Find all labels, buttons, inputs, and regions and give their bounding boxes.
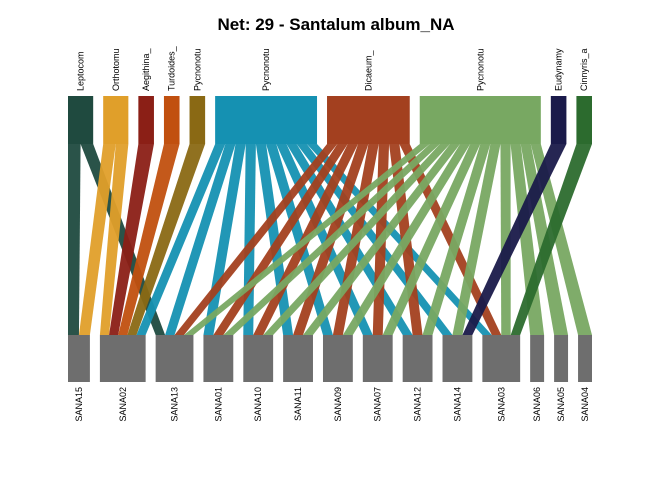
higher-box-4 [189, 96, 206, 144]
lower-box-SANA05 [554, 335, 569, 382]
link-5-SANA13 [165, 144, 236, 335]
lower-box-SANA01 [203, 335, 234, 382]
higher-box-6 [327, 96, 410, 144]
higher-box-5 [215, 96, 318, 144]
link-7-SANA14 [452, 144, 501, 335]
lower-level-boxes: SANA15 SANA02 SANA13 SANA01 SANA10 SANA11 SANA… [68, 335, 592, 422]
lower-label-SANA06: SANA06 [532, 387, 542, 422]
lower-label-SANA15: SANA15 [74, 387, 84, 422]
interaction-links [68, 144, 592, 335]
higher-box-3 [163, 96, 180, 144]
lower-label-SANA05: SANA05 [556, 387, 566, 422]
lower-label-SANA12: SANA12 [413, 387, 423, 422]
lower-box-SANA15 [68, 335, 90, 382]
lower-box-SANA13 [155, 335, 194, 382]
lower-box-SANA14 [442, 335, 473, 382]
higher-label-1: Orthotomu [111, 48, 121, 91]
lower-box-SANA03 [482, 335, 521, 382]
link-5-SANA02 [136, 144, 226, 335]
higher-box-9 [576, 96, 592, 144]
higher-label-5: Pycnonotu [261, 48, 271, 91]
link-7-SANA10 [263, 144, 451, 335]
lower-label-SANA13: SANA13 [170, 387, 180, 422]
link-3-SANA02 [118, 144, 180, 335]
lower-box-SANA06 [530, 335, 545, 382]
higher-label-6: Dicaeum_ [363, 49, 373, 91]
link-6-SANA03 [399, 144, 502, 335]
lower-label-SANA09: SANA09 [333, 387, 343, 422]
lower-box-SANA04 [578, 335, 592, 382]
higher-box-0 [68, 96, 94, 144]
link-7-SANA07 [382, 144, 481, 335]
link-7-SANA09 [342, 144, 471, 335]
higher-box-7 [419, 96, 541, 144]
higher-level-boxes: Leptocom Orthotomu Aegithina_ Turdoides_ Pyc… [68, 45, 592, 144]
link-7-SANA01 [223, 144, 440, 335]
lower-label-SANA04: SANA04 [580, 387, 590, 422]
chart-title: Net: 29 - Santalum album_NA [217, 15, 454, 34]
lower-label-SANA10: SANA10 [253, 387, 263, 422]
lower-box-SANA07 [362, 335, 393, 382]
higher-label-7: Pycnonotu [475, 48, 485, 91]
higher-label-9: Cinnyris_a [579, 48, 589, 91]
higher-box-2 [138, 96, 154, 144]
link-2-SANA02 [109, 144, 154, 335]
link-4-SANA02 [127, 144, 206, 335]
lower-label-SANA03: SANA03 [496, 387, 506, 422]
higher-box-1 [103, 96, 129, 144]
lower-label-SANA01: SANA01 [213, 387, 223, 422]
link-7-SANA04 [530, 144, 592, 335]
link-9-SANA03 [510, 144, 592, 335]
lower-label-SANA07: SANA07 [373, 387, 383, 422]
link-7-SANA13 [183, 144, 430, 335]
lower-box-SANA09 [322, 335, 353, 382]
lower-label-SANA02: SANA02 [118, 387, 128, 422]
lower-label-SANA11: SANA11 [293, 387, 303, 421]
link-7-SANA12 [422, 144, 491, 335]
higher-label-2: Aegithina_ [141, 47, 151, 91]
lower-box-SANA12 [402, 335, 433, 382]
link-1-SANA15 [78, 144, 116, 335]
link-7-SANA11 [303, 144, 461, 335]
link-0-SANA15 [68, 144, 81, 335]
higher-box-8 [550, 96, 567, 144]
link-6-SANA13 [174, 144, 338, 335]
lower-box-SANA02 [99, 335, 146, 382]
higher-label-8: Eudynamy [554, 48, 564, 91]
lower-box-SANA11 [283, 335, 313, 382]
lower-label-SANA14: SANA14 [452, 387, 462, 422]
lower-box-SANA10 [243, 335, 274, 382]
link-1-SANA02 [99, 144, 129, 335]
higher-label-4: Pycnonotu [192, 48, 202, 91]
link-8-SANA14 [462, 144, 567, 335]
link-7-SANA03 [500, 144, 511, 335]
higher-label-0: Leptocom [76, 51, 86, 91]
higher-label-3: Turdoides_ [167, 45, 177, 91]
